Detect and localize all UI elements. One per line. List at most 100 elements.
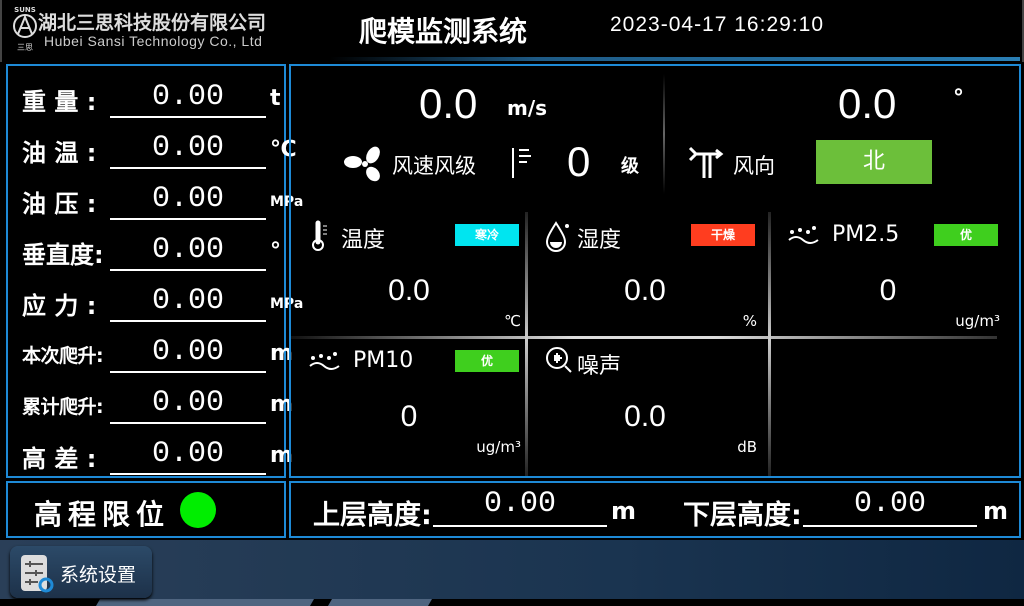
env-status-badge: 干燥 [691,224,755,246]
env-cell-2: 湿度 0.0 % 干燥 [527,212,763,336]
thermometer-icon [312,220,327,251]
upper-height-value: 0.00 [433,487,607,527]
sensor-value: 0.00 [110,180,266,220]
env-name: PM10 [353,348,414,373]
water-drop-icon [545,221,569,252]
upper-height-label: 上层高度: [313,500,432,531]
env-name: 温度 [341,228,386,253]
wind-speed-value: 0.0 [419,80,478,127]
settings-icon [21,555,54,593]
footer-stripe [219,599,315,606]
noise-icon [546,347,572,373]
wind-divider [663,74,665,194]
system-settings-label: 系统设置 [60,564,137,586]
sensor-label: 本次爬升: [22,345,104,367]
lower-height-unit: m [983,497,1009,525]
sensor-value: 0.00 [110,78,266,118]
svg-text:SUNS: SUNS [14,6,36,14]
sensor-unit: MPa [270,296,304,312]
env-status-badge: 寒冷 [455,224,519,246]
wind-level-value: 0 [567,138,591,185]
wind-direction-value: 0.0 [838,80,897,127]
elevation-limit-indicator [180,492,216,528]
sensor-row: 油 压 : 0.00 MPa [16,174,303,222]
sensor-label: 累计爬升: [22,396,104,418]
wind-direction-badge: 北 [816,140,932,184]
dust-icon [788,226,819,244]
sensor-unit: t [270,86,281,111]
environment-panel: 0.0 m/s 风速风级 0 级 0.0 ° 风向 北 温度 0.0 ℃ 寒冷 湿… [289,64,1021,478]
header: SUNS 三思 湖北三思科技股份有限公司 Hubei Sansi Technol… [0,0,1024,62]
footer [0,540,1024,606]
lower-height-value: 0.00 [803,487,977,527]
env-cell-4: PM10 0 ug/m³ 优 [291,338,527,462]
wind-vane-icon [688,146,724,178]
sensor-label: 重 量 : [22,88,97,116]
env-unit: ℃ [504,312,521,330]
env-cell-3: PM2.5 0 ug/m³ 优 [770,212,1006,336]
wind-speed-label: 风速风级 [392,154,476,178]
sensor-value: 0.00 [110,333,266,373]
env-status-badge: 优 [455,350,519,372]
env-value: 0.0 [624,274,666,307]
sensor-label: 应 力 : [22,292,97,320]
sensor-unit: m [270,341,293,366]
env-value: 0 [879,274,897,307]
sensor-row: 累计爬升: 0.00 m [16,378,293,426]
page-title: 爬模监测系统 [359,15,528,48]
env-status-badge: 优 [934,224,998,246]
env-unit: ug/m³ [955,312,1000,330]
dust-icon [309,352,340,370]
sensor-unit: m [270,443,293,468]
sensor-value: 0.00 [110,282,266,322]
env-unit: ug/m³ [476,438,521,456]
company-logo-icon: SUNS 三思 [13,6,37,52]
wind-level-icon [512,148,531,178]
sensor-label: 油 压 : [22,190,97,218]
sensor-value: 0.00 [110,435,266,475]
sensor-unit: m [270,392,293,417]
svg-text:三思: 三思 [17,43,33,52]
grid-divider-h [291,336,997,339]
wind-direction-label: 风向 [733,154,775,178]
env-name: 噪声 [577,354,622,379]
env-unit: dB [737,438,757,456]
sensor-unit: ° [270,239,281,264]
elevation-limit-label: 高程限位 [34,498,171,531]
sensor-value: 0.00 [110,384,266,424]
company-name-cn: 湖北三思科技股份有限公司 [38,12,267,34]
upper-height-unit: m [611,497,637,525]
sensor-row: 重 量 : 0.00 t [16,72,286,120]
env-value: 0 [400,400,418,433]
system-settings-button[interactable]: 系统设置 [10,546,152,598]
wind-direction-unit: ° [953,86,964,111]
sensor-value: 0.00 [110,231,266,271]
sensor-label: 高 差 : [22,445,97,473]
layer-height-panel: 上层高度: 0.00 m 下层高度: 0.00 m [289,481,1021,538]
wind-speed-unit: m/s [507,96,548,120]
lower-height-label: 下层高度: [683,500,802,531]
sensor-value: 0.00 [110,129,266,169]
env-value: 0.0 [388,274,430,307]
env-value: 0.0 [624,400,666,433]
fan-icon [344,146,380,182]
elevation-limit-panel: 高程限位 [6,481,286,538]
header-divider [330,57,1020,61]
env-cell-1: 温度 0.0 ℃ 寒冷 [291,212,527,336]
sensor-label: 垂直度: [22,241,104,269]
sensor-label: 油 温 : [22,139,97,167]
grid-divider-v1 [525,212,528,476]
sensor-row: 本次爬升: 0.00 m [16,327,293,375]
env-name: 湿度 [577,228,622,253]
company-name-en: Hubei Sansi Technology Co., Ltd [44,33,263,49]
sensor-row: 油 温 : 0.00 ℃ [16,123,297,171]
sensor-unit: MPa [270,194,304,210]
sensor-row: 高 差 : 0.00 m [16,429,293,477]
datetime: 2023-04-17 16:29:10 [610,13,824,36]
env-cell-5: 噪声 0.0 dB [527,338,763,462]
sensor-unit: ℃ [270,137,297,162]
sensor-row: 垂直度: 0.00 ° [16,225,286,273]
wind-level-unit: 级 [621,156,639,177]
env-name: PM2.5 [832,222,900,247]
